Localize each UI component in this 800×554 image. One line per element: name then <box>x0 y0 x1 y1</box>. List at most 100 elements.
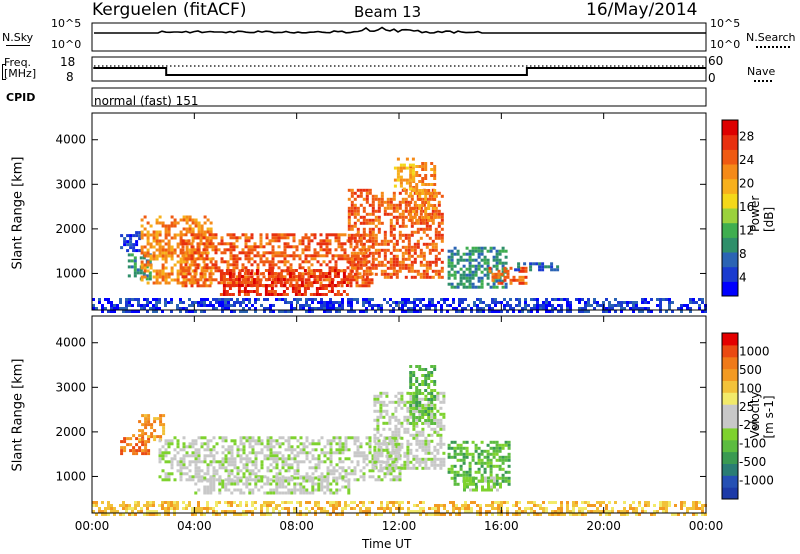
heatmap-cell <box>572 510 575 513</box>
heatmap-cell <box>350 304 353 307</box>
heatmap-cell <box>362 478 366 482</box>
heatmap-cell <box>296 454 300 458</box>
heatmap-cell <box>495 440 499 444</box>
heatmap-cell <box>365 233 369 237</box>
heatmap-cell <box>383 209 387 213</box>
heatmap-cell <box>230 504 233 507</box>
heatmap-cell <box>556 268 560 272</box>
heatmap-cell <box>389 263 393 267</box>
heatmap-cell <box>120 449 124 453</box>
heatmap-cell <box>307 239 311 243</box>
heatmap-cell <box>486 464 490 468</box>
heatmap-cell <box>274 284 278 288</box>
heatmap-cell <box>242 491 246 495</box>
heatmap-cell <box>659 298 662 301</box>
heatmap-cell <box>248 482 252 486</box>
heatmap-cell <box>341 476 345 480</box>
heatmap-cell <box>389 230 393 234</box>
heatmap-cell <box>182 215 186 219</box>
heatmap-cell <box>424 198 428 201</box>
heatmap-cell <box>442 424 446 428</box>
heatmap-cell <box>250 248 254 252</box>
heatmap-cell <box>181 251 185 255</box>
heatmap-cell <box>275 491 279 495</box>
heatmap-cell <box>264 290 268 293</box>
heatmap-cell <box>431 301 434 304</box>
heatmap-cell <box>509 307 512 310</box>
heatmap-cell <box>371 227 375 231</box>
heatmap-cell <box>326 501 329 504</box>
heatmap-cell <box>421 445 425 449</box>
heatmap-cell <box>368 513 371 516</box>
heatmap-cell <box>518 507 521 510</box>
heatmap-cell <box>368 469 372 473</box>
heatmap-cell <box>184 263 188 267</box>
heatmap-cell <box>226 233 230 237</box>
heatmap-cell <box>665 507 668 510</box>
heatmap-cell <box>413 221 417 225</box>
heatmap-cell <box>545 510 548 513</box>
heatmap-cell <box>184 266 188 270</box>
heatmap-cell <box>275 442 279 446</box>
heatmap-cell <box>194 221 198 225</box>
heatmap-cell <box>208 284 212 288</box>
heatmap-cell <box>409 192 413 195</box>
heatmap-cell <box>415 418 419 422</box>
heatmap-cell <box>392 248 396 252</box>
heatmap-cell <box>413 275 417 279</box>
heatmap-cell <box>386 206 390 210</box>
heatmap-cell <box>311 466 315 470</box>
heatmap-cell <box>182 454 186 458</box>
heatmap-cell <box>107 501 110 504</box>
heatmap-cell <box>209 221 213 225</box>
heatmap-cell <box>376 427 380 431</box>
heatmap-cell <box>668 307 671 310</box>
heatmap-cell <box>230 501 233 504</box>
heatmap-cell <box>434 310 437 313</box>
heatmap-cell <box>131 510 134 513</box>
heatmap-cell <box>370 278 374 282</box>
heatmap-cell <box>512 278 516 282</box>
heatmap-cell <box>304 245 308 249</box>
heatmap-cell <box>406 454 410 458</box>
heatmap-cell <box>260 448 264 452</box>
heatmap-cell <box>230 454 234 458</box>
heatmap-cell <box>447 273 451 277</box>
heatmap-cell <box>491 275 495 279</box>
heatmap-cell <box>482 310 485 313</box>
heatmap-cell <box>220 242 224 246</box>
heatmap-cell <box>342 272 346 275</box>
heatmap-cell <box>380 469 384 473</box>
heatmap-cell <box>427 424 431 428</box>
heatmap-cell <box>407 248 411 252</box>
heatmap-cell <box>197 301 200 304</box>
heatmap-cell <box>335 301 338 304</box>
heatmap-cell <box>439 433 443 437</box>
heatmap-cell <box>353 257 357 261</box>
heatmap-cell <box>406 445 410 449</box>
heatmap-cell <box>308 298 311 301</box>
heatmap-cell <box>233 310 236 313</box>
heatmap-cell <box>402 166 406 170</box>
heatmap-cell <box>397 430 401 434</box>
heatmap-cell <box>406 400 410 404</box>
heatmap-cell <box>464 307 467 310</box>
heatmap-cell <box>411 172 415 176</box>
heatmap-cell <box>191 507 194 510</box>
heatmap-cell <box>353 224 357 228</box>
heatmap-cell <box>415 186 419 189</box>
heatmap-cell <box>611 304 614 307</box>
heatmap-cell <box>355 284 359 288</box>
heatmap-cell <box>507 455 511 459</box>
heatmap-cell <box>412 401 416 404</box>
heatmap-cell <box>647 307 650 310</box>
heatmap-cell <box>227 472 231 476</box>
heatmap-cell <box>412 409 416 413</box>
heatmap-cell <box>483 470 487 474</box>
heatmap-cell <box>155 278 159 282</box>
heatmap-cell <box>581 510 584 513</box>
heatmap-cell <box>362 466 366 470</box>
heatmap-cell <box>418 433 422 437</box>
heatmap-cell <box>443 298 446 301</box>
heatmap-cell <box>440 194 444 198</box>
